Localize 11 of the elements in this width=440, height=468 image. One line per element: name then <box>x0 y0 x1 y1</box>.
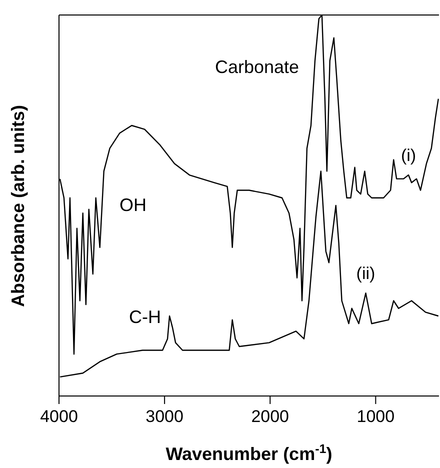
x-tick-label: 3000 <box>146 407 184 426</box>
x-tick-label: 2000 <box>251 407 290 426</box>
x-axis-title: Wavenumber (cm$^{-1}$) <box>166 442 332 464</box>
x-tick-label: 1000 <box>356 407 395 426</box>
series-label: (i) <box>400 146 416 166</box>
y-axis-title: Absorbance (arb. units) <box>8 104 28 308</box>
annotation: Carbonate <box>214 56 300 77</box>
annotation: C-H <box>129 306 161 327</box>
x-tick-label: 4000 <box>40 407 78 426</box>
series-label: (ii) <box>356 264 376 284</box>
annotation: OH <box>120 194 146 215</box>
